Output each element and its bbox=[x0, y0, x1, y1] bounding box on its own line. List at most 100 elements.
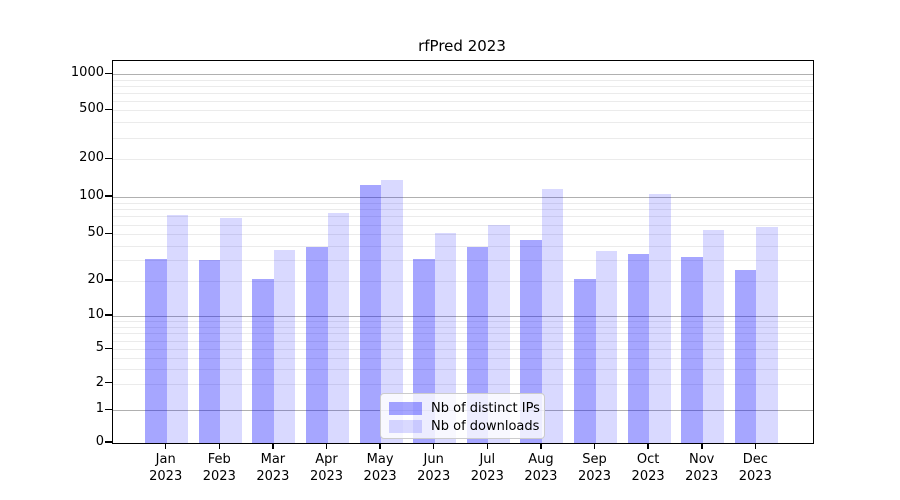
x-tick-mark bbox=[325, 443, 328, 449]
bar-downloads-may bbox=[381, 179, 403, 443]
x-tick-mark bbox=[593, 443, 596, 449]
x-tick-label-may: May 2023 bbox=[363, 452, 397, 484]
gridline-minor bbox=[113, 368, 813, 370]
gridline-minor bbox=[113, 209, 813, 210]
y-tick-mark bbox=[105, 314, 112, 316]
gridline-minor bbox=[113, 216, 813, 218]
bar-ips-feb bbox=[198, 260, 221, 443]
bar-downloads-nov bbox=[702, 230, 725, 443]
y-tick-label-20: 20 bbox=[87, 272, 104, 287]
x-tick-label-mar: Mar 2023 bbox=[256, 452, 290, 484]
gridline-minor bbox=[113, 85, 813, 87]
y-tick-label-2: 2 bbox=[95, 374, 104, 390]
bar-ips-mar bbox=[252, 278, 274, 443]
x-tick-label-jan: Jan 2023 bbox=[149, 452, 183, 484]
y-tick-mark bbox=[105, 441, 112, 443]
x-tick-mark bbox=[701, 443, 703, 449]
x-tick-label-jul: Jul 2023 bbox=[470, 452, 504, 484]
chart-title: rfPred 2023 bbox=[418, 37, 506, 55]
gridline-minor bbox=[113, 224, 813, 226]
x-tick-mark bbox=[272, 443, 274, 449]
gridline-minor bbox=[113, 260, 813, 262]
bar-ips-sep bbox=[574, 278, 596, 443]
bar-downloads-oct bbox=[649, 193, 671, 443]
y-tick-label-50: 50 bbox=[87, 225, 104, 241]
gridline-minor bbox=[113, 92, 813, 94]
legend-label-distinct-ips: Nb of distinct IPs bbox=[431, 400, 540, 416]
plot-area: Nb of distinct IPs Nb of downloads bbox=[112, 60, 814, 444]
gridline-minor bbox=[113, 202, 813, 204]
x-tick-label-apr: Apr 2023 bbox=[309, 452, 344, 484]
y-tick-label-0: 0 bbox=[95, 434, 104, 449]
gridline-minor bbox=[113, 321, 813, 323]
x-tick-mark bbox=[164, 443, 167, 449]
x-tick-mark bbox=[486, 443, 489, 449]
gridline-minor bbox=[113, 340, 813, 342]
legend-entry-downloads: Nb of downloads bbox=[381, 417, 544, 435]
bar-downloads-feb bbox=[220, 217, 242, 443]
y-tick-mark bbox=[105, 108, 112, 110]
y-tick-mark bbox=[105, 381, 112, 384]
gridline-minor bbox=[113, 100, 813, 102]
y-tick-label-10: 10 bbox=[87, 307, 104, 322]
x-tick-label-oct: Oct 2023 bbox=[631, 452, 665, 484]
gridline-minor bbox=[113, 234, 813, 236]
bar-downloads-jun bbox=[434, 233, 457, 443]
x-tick-mark bbox=[647, 443, 649, 449]
y-tick-mark bbox=[105, 408, 112, 411]
bar-downloads-aug bbox=[541, 189, 564, 443]
bar-downloads-jan bbox=[166, 215, 189, 443]
gridline-minor bbox=[113, 159, 813, 161]
x-tick-mark bbox=[754, 443, 756, 449]
y-tick-mark bbox=[105, 279, 112, 281]
bar-ips-jan bbox=[145, 258, 167, 443]
y-tick-label-100: 100 bbox=[79, 188, 104, 203]
y-tick-label-5: 5 bbox=[95, 340, 104, 356]
x-tick-mark bbox=[540, 443, 542, 449]
bar-downloads-dec bbox=[756, 227, 778, 443]
bar-downloads-jul bbox=[488, 224, 510, 443]
gridline-major bbox=[113, 74, 813, 76]
bar-ips-dec bbox=[734, 269, 757, 443]
bar-downloads-mar bbox=[273, 249, 296, 443]
bar-ips-may bbox=[359, 185, 382, 443]
y-tick-label-1000: 1000 bbox=[70, 65, 104, 81]
y-tick-mark bbox=[105, 347, 112, 350]
gridline-minor bbox=[113, 122, 813, 124]
y-tick-label-200: 200 bbox=[79, 150, 104, 166]
gridline-minor bbox=[113, 245, 813, 247]
x-tick-label-jun: Jun 2023 bbox=[417, 452, 451, 484]
bar-ips-oct bbox=[627, 254, 650, 443]
gridline-minor bbox=[113, 79, 813, 81]
x-tick-label-feb: Feb 2023 bbox=[202, 452, 236, 484]
x-tick-label-sep: Sep 2023 bbox=[577, 452, 612, 484]
x-tick-mark bbox=[379, 443, 381, 449]
gridline-minor bbox=[113, 326, 813, 328]
bar-ips-aug bbox=[520, 239, 542, 443]
bar-ips-nov bbox=[681, 257, 703, 443]
y-tick-mark bbox=[105, 195, 112, 197]
y-tick-label-1: 1 bbox=[95, 401, 104, 417]
gridline-minor bbox=[113, 137, 813, 139]
bar-downloads-sep bbox=[595, 251, 617, 443]
x-tick-mark bbox=[432, 443, 435, 449]
gridline-minor bbox=[113, 357, 813, 359]
legend-entry-distinct-ips: Nb of distinct IPs bbox=[381, 399, 544, 417]
x-tick-mark bbox=[218, 443, 220, 449]
gridline-major bbox=[113, 197, 813, 198]
y-tick-mark bbox=[105, 72, 112, 74]
y-tick-mark bbox=[105, 157, 112, 160]
x-tick-label-nov: Nov 2023 bbox=[685, 452, 719, 484]
gridline-minor bbox=[113, 281, 813, 282]
gridline-minor bbox=[113, 110, 813, 112]
x-tick-label-dec: Dec 2023 bbox=[738, 452, 772, 484]
bar-downloads-apr bbox=[327, 212, 349, 443]
y-tick-mark bbox=[105, 232, 112, 235]
gridline-minor bbox=[113, 349, 813, 351]
gridline-minor bbox=[113, 383, 813, 385]
legend-label-downloads: Nb of downloads bbox=[431, 418, 540, 434]
legend-swatch-distinct-ips bbox=[389, 401, 422, 415]
bar-ips-apr bbox=[306, 247, 328, 443]
gridline-major bbox=[113, 316, 813, 317]
